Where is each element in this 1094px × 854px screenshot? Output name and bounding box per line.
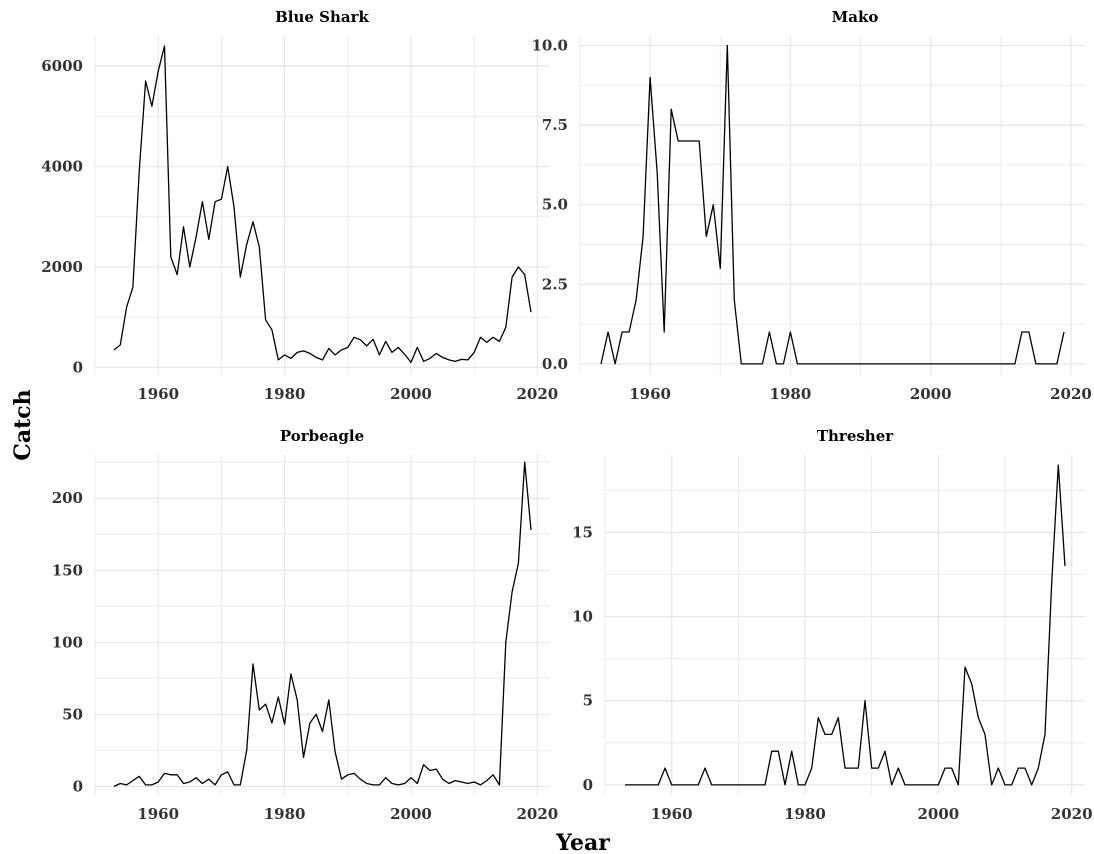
blue-shark-x-tick-label: 2020: [516, 385, 558, 403]
mako-x-tick-label: 1980: [770, 385, 812, 403]
mako-y-tick-label: 7.5: [542, 116, 568, 134]
porbeagle-series-line: [113, 461, 532, 787]
thresher-y-tick-label: 10: [572, 608, 593, 626]
blue-shark-y-tick-label: 6000: [41, 57, 83, 75]
thresher-x-tick-label: 2020: [1051, 805, 1093, 823]
mako-series-line: [600, 44, 1065, 365]
thresher-y-tick-label: 15: [572, 523, 593, 541]
mako-panel: 1960 1980 2000 2020 0.0 2.5 5.0 7.5 10.0 Mako: [531, 8, 1091, 403]
blue-shark-x-tick-label: 2000: [390, 385, 432, 403]
mako-y-tick-label: 10.0: [531, 37, 568, 55]
porbeagle-y-tick-label: 150: [52, 561, 83, 579]
blue-shark-series-line: [113, 45, 532, 364]
blue-shark-panel-title: Blue Shark: [275, 8, 369, 26]
mako-x-tick-label: 1960: [629, 385, 671, 403]
porbeagle-x-tick-label: 2020: [516, 805, 558, 823]
porbeagle-x-tick-label: 1980: [264, 805, 306, 823]
blue-shark-y-tick-label: 0: [73, 358, 83, 376]
porbeagle-panel: 1960 1980 2000 2020 0 50 100 150 200 Porbeagle: [52, 427, 559, 823]
porbeagle-y-tick-label: 100: [52, 633, 83, 651]
thresher-panel: 1960 1980 2000 2020 0 5 10 15 Thresher: [572, 427, 1092, 823]
mako-y-tick-label: 2.5: [542, 275, 568, 293]
porbeagle-y-tick-label: 0: [73, 777, 83, 795]
thresher-y-tick-label: 5: [583, 692, 593, 710]
thresher-x-tick-label: 2000: [917, 805, 959, 823]
porbeagle-x-tick-label: 1960: [137, 805, 179, 823]
blue-shark-y-tick-label: 4000: [41, 158, 83, 176]
mako-x-tick-label: 2000: [910, 385, 952, 403]
x-axis-label: Year: [555, 830, 610, 854]
thresher-x-tick-label: 1980: [784, 805, 826, 823]
porbeagle-y-tick-label: 50: [62, 705, 83, 723]
thresher-panel-title: Thresher: [817, 427, 894, 445]
blue-shark-x-tick-label: 1980: [264, 385, 306, 403]
mako-x-tick-label: 2020: [1050, 385, 1092, 403]
porbeagle-y-tick-label: 200: [52, 489, 83, 507]
thresher-series-line: [625, 464, 1066, 786]
blue-shark-x-tick-label: 1960: [137, 385, 179, 403]
y-axis-label: Catch: [10, 389, 36, 460]
blue-shark-panel: 1960 1980 2000 2020 0 2000 4000 6000 Blue Shark: [41, 8, 558, 403]
thresher-x-tick-label: 1960: [651, 805, 693, 823]
mako-y-tick-label: 0.0: [542, 355, 568, 373]
mako-y-tick-label: 5.0: [542, 196, 568, 214]
blue-shark-y-tick-label: 2000: [41, 258, 83, 276]
mako-panel-title: Mako: [832, 8, 879, 26]
porbeagle-x-tick-label: 2000: [390, 805, 432, 823]
porbeagle-panel-title: Porbeagle: [280, 427, 364, 445]
thresher-y-tick-label: 0: [583, 776, 593, 794]
